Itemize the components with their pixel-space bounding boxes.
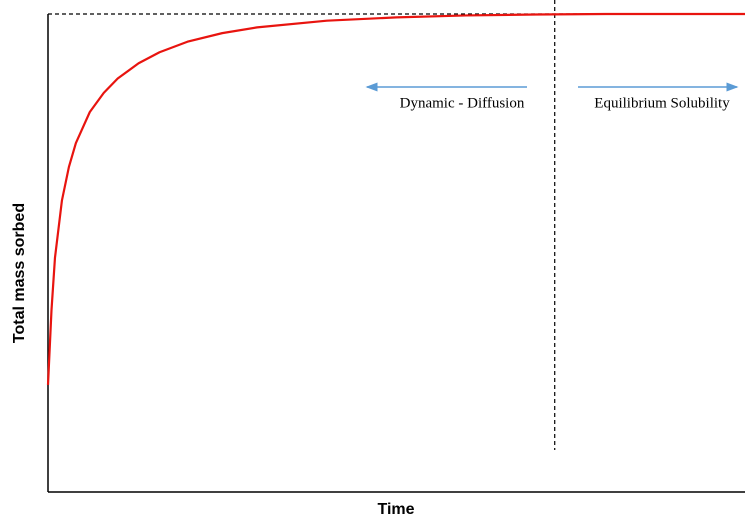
data-line (46, 12, 745, 385)
x-axis-label: Time (377, 501, 414, 518)
annotation: Dynamic - Diffusion (400, 95, 525, 111)
annotation: Equilibrium Solubility (594, 95, 730, 111)
y-axis-label: Total mass sorbed (11, 203, 28, 343)
